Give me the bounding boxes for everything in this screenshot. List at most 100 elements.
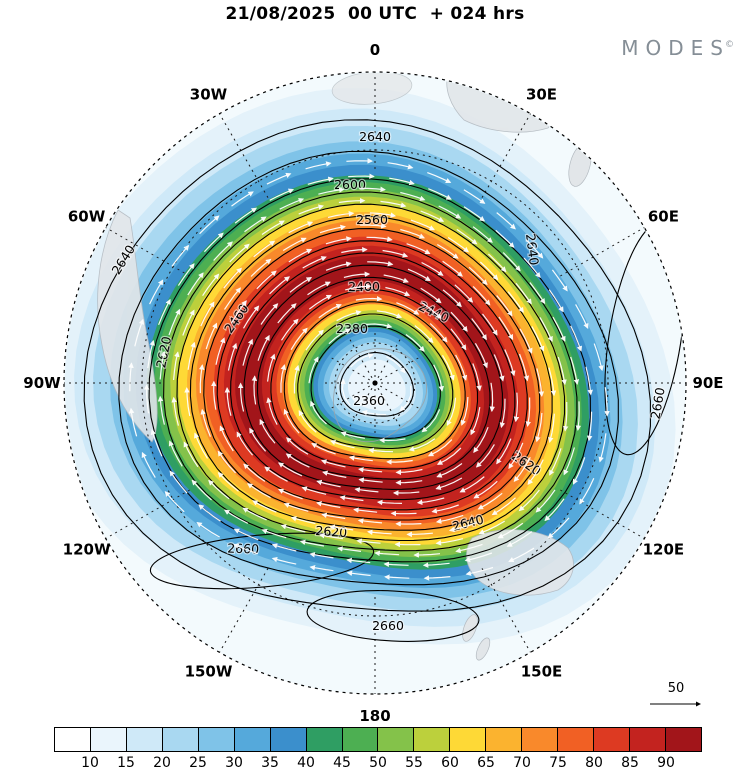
wind-arrow — [442, 260, 463, 277]
wind-arrow — [536, 368, 545, 397]
wind-arrow — [395, 479, 423, 486]
wind-arrow — [310, 400, 327, 425]
wind-arrow — [405, 334, 425, 352]
wind-arrow — [539, 317, 553, 342]
wind-arrow — [283, 408, 300, 434]
wind-arrow — [389, 177, 415, 186]
wind-arrow — [329, 524, 354, 531]
wind-arrow — [575, 304, 589, 329]
wind-arrow — [513, 392, 520, 423]
colorbar-cell — [198, 728, 235, 751]
wind-arrow — [224, 386, 232, 416]
landmass-nz — [462, 614, 478, 642]
colorbar-cell — [450, 728, 487, 751]
meridian-line — [219, 568, 269, 653]
wind-arrow — [386, 459, 413, 465]
wind-arrow — [237, 382, 245, 412]
contour-line — [297, 313, 454, 450]
wind-arrow — [224, 287, 242, 310]
wind-arrow — [200, 408, 211, 437]
wind-arrow — [143, 384, 150, 414]
wind-arrow — [495, 229, 515, 248]
meridian-line — [348, 337, 376, 384]
wind-arrow — [470, 406, 481, 436]
wind-arrow — [177, 263, 195, 286]
map-boundary — [63, 71, 687, 695]
colorbar-cell — [162, 728, 199, 751]
wind-arrow — [548, 367, 557, 397]
wind-arrow — [242, 338, 253, 366]
colorbar-tick-label: 30 — [225, 755, 243, 771]
wind-arrow — [420, 287, 442, 304]
wind-arrow — [392, 490, 420, 496]
meridian-line — [374, 382, 421, 410]
colorbar-tick-label: 50 — [369, 755, 387, 771]
wind-arrow — [290, 327, 308, 351]
longitude-label: 150W — [185, 662, 233, 680]
wind-arrow — [269, 188, 295, 201]
wind-arrow — [487, 253, 507, 273]
landmass — [331, 73, 413, 105]
wind-arrow — [384, 574, 410, 580]
colorbar-tick-labels: 10 15 20 25 30 35 40 45 50 55 60 65 70 75 80 85 90 — [54, 755, 702, 775]
wind-arrow — [493, 354, 505, 382]
wind-arrow — [395, 468, 423, 476]
wind-arrow — [518, 353, 530, 382]
wind-arrow — [400, 228, 426, 239]
wind-arrow — [200, 301, 215, 327]
pole-marker — [372, 380, 378, 386]
wind-arrow — [305, 329, 324, 351]
height-contours — [83, 119, 685, 642]
wind-arrow — [256, 270, 277, 290]
longitude-label: 150E — [521, 662, 563, 680]
wind-arrow — [320, 459, 346, 468]
wind-arrow — [309, 565, 334, 572]
meridian-line — [374, 382, 402, 429]
contour-line — [203, 228, 541, 521]
wind-arrow — [251, 375, 258, 405]
contour-line — [270, 289, 479, 470]
wind-arrow — [205, 322, 218, 350]
wind-arrow — [446, 397, 457, 426]
wind-arrow — [421, 409, 441, 433]
contour-label: 2360 — [353, 393, 385, 408]
wind-arrow — [281, 318, 299, 341]
wind-arrow — [227, 342, 238, 371]
wind-arrow — [283, 502, 309, 512]
wind-arrow — [435, 477, 463, 490]
colorbar-tick-label: 80 — [585, 755, 603, 771]
wind-arrow — [513, 457, 531, 483]
colorbar-tick-label: 75 — [549, 755, 567, 771]
wind-arrow — [215, 337, 226, 365]
wind-arrow — [475, 444, 495, 468]
wind-arrow — [242, 305, 260, 329]
wind-arrow — [261, 528, 287, 539]
reference-vector-label: 50 — [668, 681, 685, 696]
wind-arrow — [562, 401, 569, 432]
wind-arrow — [499, 398, 506, 429]
meridian-line — [560, 489, 645, 539]
meridian-line — [560, 227, 645, 277]
wind-arrow — [407, 268, 431, 282]
wind-arrow — [259, 418, 276, 444]
wind-arrow — [435, 538, 464, 546]
wind-arrow — [527, 459, 544, 485]
wind-arrow — [184, 386, 191, 417]
wind-arrow — [386, 356, 406, 374]
wind-arrow — [448, 522, 477, 533]
wind-arrow — [436, 463, 463, 478]
wind-arrow — [203, 232, 224, 253]
colorbar-cell — [414, 728, 451, 751]
colorbar-cell — [90, 728, 127, 751]
wind-arrow — [507, 291, 524, 313]
contour-line — [148, 178, 591, 563]
wind-arrow — [438, 205, 462, 219]
wind-arrow — [198, 364, 205, 394]
wind-arrow — [604, 387, 610, 417]
wind-arrow — [496, 295, 513, 317]
longitude-label: 90E — [692, 374, 723, 392]
wind-arrow — [250, 258, 272, 277]
wind-arrow — [159, 350, 167, 380]
colorbar-tick-label: 20 — [153, 755, 171, 771]
